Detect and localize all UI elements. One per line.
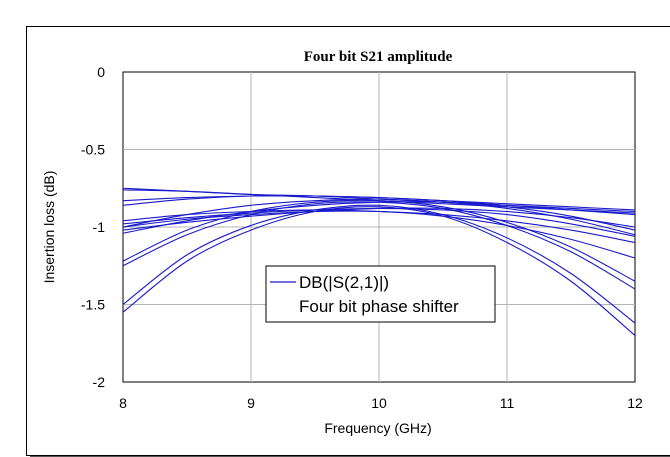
y-tick-label: 0 (97, 64, 105, 80)
series-line-9 (122, 199, 636, 282)
tick-labels: 8 9 10 11 12 0 -0.5 -1 -1.5 -2 (81, 64, 643, 411)
x-tick-label: 8 (119, 395, 127, 411)
y-tick-label: -1 (93, 219, 106, 235)
chart-title: Four bit S21 amplitude (304, 49, 453, 65)
legend-source-label: Four bit phase shifter (299, 297, 459, 316)
x-tick-label: 10 (371, 395, 387, 411)
y-tick-label: -1.5 (81, 297, 105, 313)
series-line-11 (122, 204, 636, 324)
series-line-10 (122, 201, 636, 290)
x-tick-label: 12 (627, 395, 643, 411)
x-tick-label: 11 (500, 395, 515, 411)
y-tick-label: -0.5 (81, 142, 105, 158)
series-line-12 (122, 206, 636, 336)
legend-box (265, 265, 496, 323)
legend: DB(|S(2,1)|) Four bit phase shifter (265, 265, 496, 323)
series-line-13 (122, 210, 636, 259)
x-tick-label: 9 (247, 395, 255, 411)
legend-series-label: DB(|S(2,1)|) (299, 273, 389, 292)
series-line-4 (122, 195, 636, 216)
series-line-14 (122, 207, 636, 237)
y-tick-label: -2 (93, 374, 106, 390)
x-axis-label: Frequency (GHz) (324, 420, 431, 436)
series-group (122, 187, 636, 336)
y-axis-label: Insertion loss (dB) (41, 171, 57, 284)
